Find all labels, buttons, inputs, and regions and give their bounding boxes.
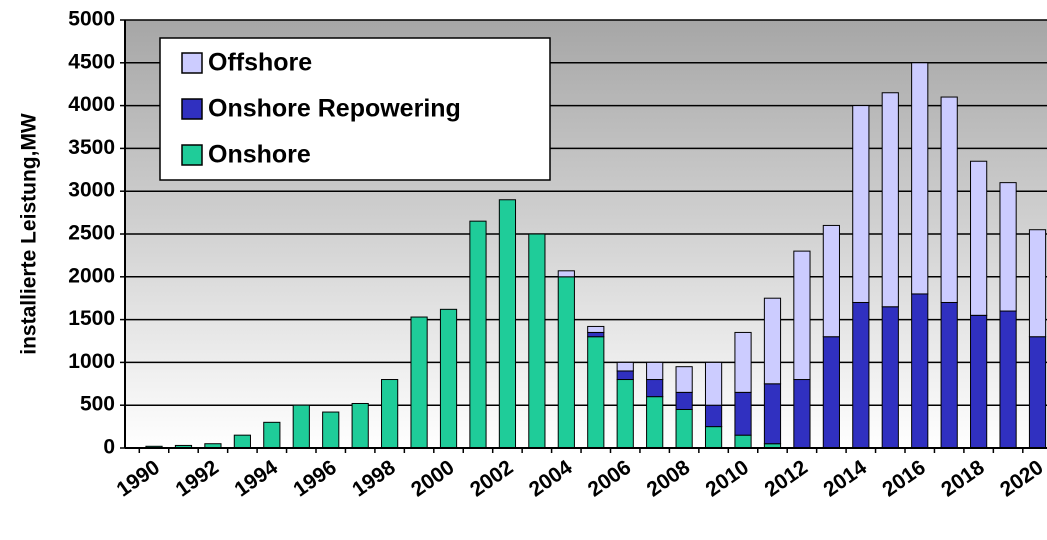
bar-segment bbox=[498, 199, 517, 449]
legend-label: Onshore Repowering bbox=[208, 95, 461, 123]
x-tick-label: 2010 bbox=[702, 456, 753, 502]
y-tick-label: 3500 bbox=[68, 136, 115, 159]
bar-segment bbox=[970, 160, 988, 316]
bar-segment bbox=[616, 370, 634, 381]
y-tick-label: 3000 bbox=[68, 179, 115, 202]
bar-segment bbox=[852, 105, 870, 303]
bar-segment bbox=[675, 391, 693, 410]
x-tick-label: 2014 bbox=[819, 456, 871, 502]
bar-segment bbox=[675, 366, 693, 393]
x-tick-label: 1990 bbox=[113, 456, 164, 502]
bar-segment bbox=[940, 96, 958, 303]
legend-swatch bbox=[181, 98, 203, 120]
bar-segment bbox=[528, 233, 546, 449]
bar-segment bbox=[999, 310, 1017, 449]
y-tick-label: 2000 bbox=[68, 264, 115, 287]
x-tick-label: 1998 bbox=[348, 456, 400, 502]
y-tick-label: 5000 bbox=[68, 8, 115, 31]
bar-segment bbox=[439, 308, 458, 449]
bar-segment bbox=[1028, 229, 1047, 338]
bar-segment bbox=[911, 62, 929, 295]
bar-segment bbox=[616, 379, 634, 449]
bar-segment bbox=[940, 301, 958, 449]
bar-segment bbox=[999, 182, 1017, 312]
bar-segment bbox=[675, 408, 693, 449]
bar-segment bbox=[704, 426, 723, 449]
bar-segment bbox=[646, 361, 664, 381]
bar-segment bbox=[587, 331, 605, 338]
x-tick-label: 2000 bbox=[407, 456, 458, 502]
y-tick-label: 500 bbox=[80, 393, 115, 416]
legend-swatch bbox=[181, 52, 203, 74]
bar-segment bbox=[381, 379, 399, 449]
bar-segment bbox=[233, 434, 251, 449]
x-tick-label: 2002 bbox=[466, 456, 517, 502]
bar-segment bbox=[469, 220, 487, 449]
bar-segment bbox=[734, 391, 752, 436]
bar-segment bbox=[1028, 336, 1047, 449]
bar-segment bbox=[557, 270, 575, 278]
bar-segment bbox=[881, 92, 899, 308]
x-tick-label: 2020 bbox=[996, 456, 1047, 502]
bar-segment bbox=[587, 336, 605, 449]
bar-segment bbox=[793, 379, 811, 449]
legend-label: Offshore bbox=[208, 49, 312, 77]
x-tick-label: 2004 bbox=[525, 456, 577, 502]
legend-label: Onshore bbox=[208, 141, 311, 169]
x-tick-label: 1996 bbox=[289, 456, 340, 502]
bar-segment bbox=[646, 379, 664, 398]
bar-segment bbox=[410, 316, 428, 449]
y-tick-label: 4000 bbox=[68, 93, 115, 116]
bar-segment bbox=[822, 336, 840, 449]
y-tick-label: 1000 bbox=[68, 350, 115, 373]
bar-segment bbox=[734, 331, 752, 393]
bar-segment bbox=[616, 361, 634, 372]
x-tick-label: 2016 bbox=[878, 456, 929, 502]
y-tick-label: 4500 bbox=[68, 50, 115, 73]
bar-segment bbox=[351, 402, 369, 449]
x-tick-label: 1994 bbox=[230, 456, 282, 502]
bar-segment bbox=[646, 396, 664, 449]
bar-segment bbox=[881, 306, 899, 449]
x-tick-label: 2018 bbox=[937, 456, 989, 502]
bar-segment bbox=[734, 434, 752, 449]
bar-segment bbox=[587, 325, 605, 333]
bar-segment bbox=[793, 250, 811, 381]
y-tick-label: 2500 bbox=[68, 222, 115, 245]
legend-box bbox=[159, 37, 551, 181]
y-tick-label: 0 bbox=[103, 436, 115, 459]
legend-swatch bbox=[181, 144, 203, 166]
bar-segment bbox=[263, 421, 281, 449]
bar-segment bbox=[557, 276, 575, 449]
bar-segment bbox=[852, 301, 870, 449]
x-tick-label: 1992 bbox=[172, 456, 223, 502]
bar-segment bbox=[704, 404, 723, 428]
x-tick-label: 2008 bbox=[643, 456, 695, 502]
x-tick-label: 2012 bbox=[761, 456, 812, 502]
bar-segment bbox=[763, 297, 782, 385]
x-tick-label: 2006 bbox=[584, 456, 635, 502]
bar-segment bbox=[763, 383, 782, 445]
bar-segment bbox=[970, 314, 988, 449]
bar-segment bbox=[322, 411, 340, 449]
y-axis-label: installierte Leistung,MW bbox=[18, 113, 41, 355]
y-tick-label: 1500 bbox=[68, 307, 115, 330]
bar-segment bbox=[704, 361, 723, 406]
bar-segment bbox=[822, 224, 840, 338]
bar-segment bbox=[292, 404, 310, 449]
bar-segment bbox=[911, 293, 929, 449]
